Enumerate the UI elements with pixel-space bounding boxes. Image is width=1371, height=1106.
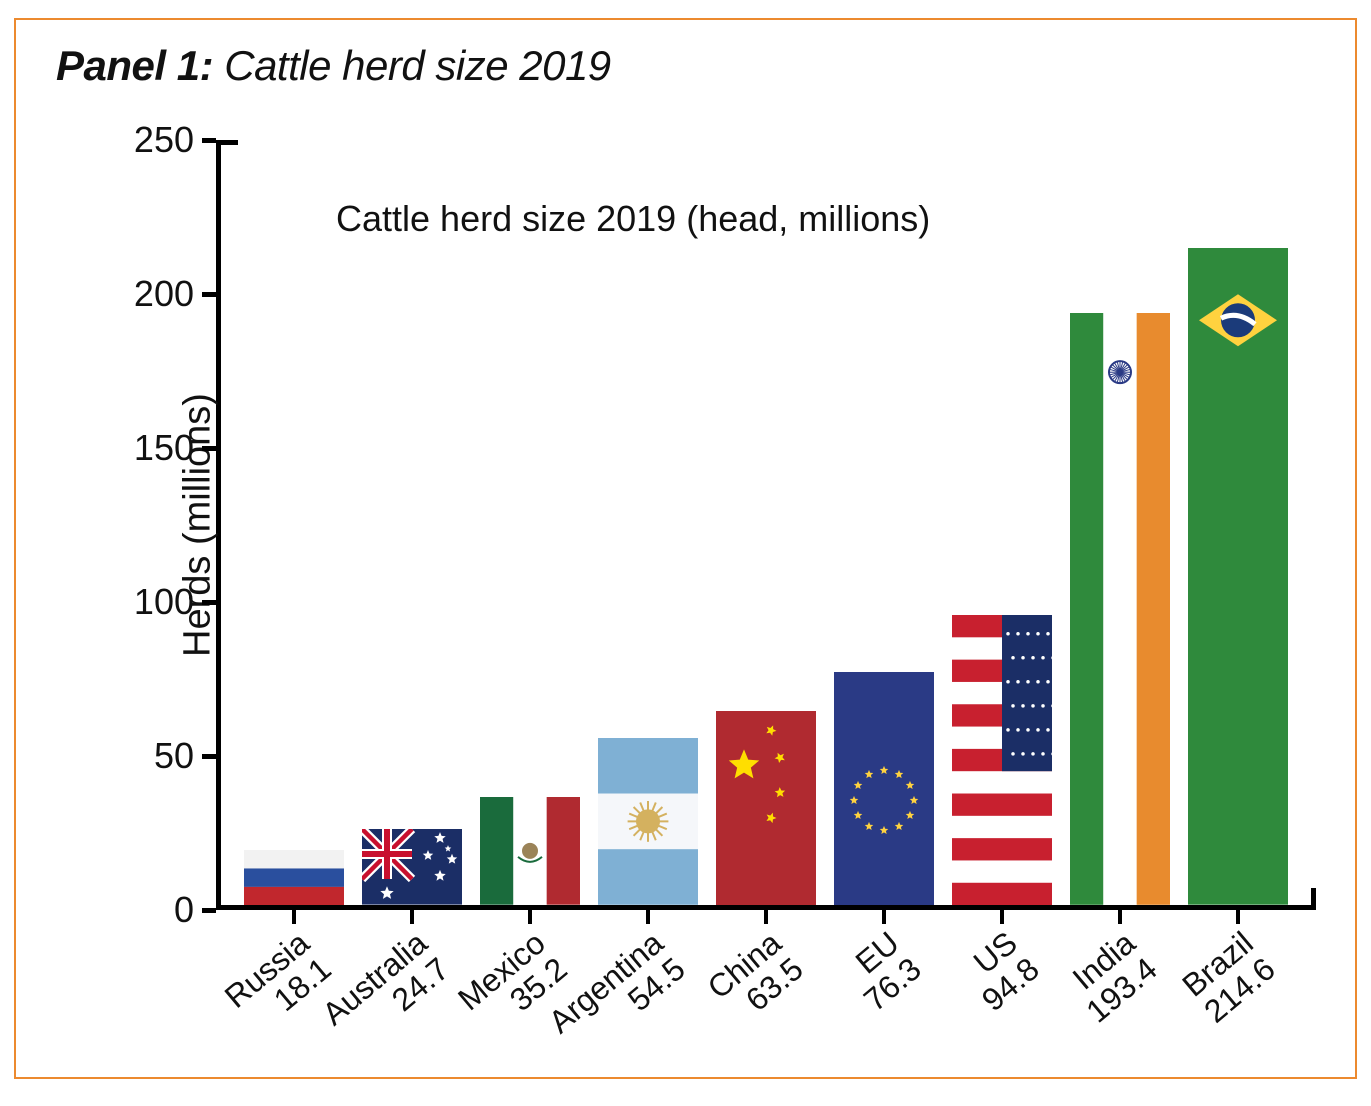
panel-title-prefix: Panel 1: xyxy=(56,42,213,89)
y-tick-label: 200 xyxy=(134,273,194,315)
y-tick xyxy=(202,908,216,913)
panel-title-rest: Cattle herd size 2019 xyxy=(213,42,611,89)
x-tick xyxy=(528,910,532,924)
y-tick xyxy=(202,446,216,451)
x-tick xyxy=(1236,910,1240,924)
bar-china xyxy=(716,711,816,905)
y-tick-label: 150 xyxy=(134,427,194,469)
x-tick xyxy=(882,910,886,924)
y-tick xyxy=(202,292,216,297)
y-tick-label: 100 xyxy=(134,581,194,623)
y-tick-label: 0 xyxy=(174,889,194,931)
y-tick-label: 250 xyxy=(134,119,194,161)
bar-australia xyxy=(362,829,462,905)
bar-argentina xyxy=(598,738,698,905)
bar-russia xyxy=(244,850,344,905)
y-tick-label: 50 xyxy=(154,735,194,777)
bar-mexico xyxy=(480,797,580,905)
y-tick xyxy=(202,754,216,759)
panel-title: Panel 1: Cattle herd size 2019 xyxy=(56,42,611,90)
x-tick xyxy=(764,910,768,924)
bar-eu xyxy=(834,672,934,905)
x-tick xyxy=(646,910,650,924)
x-tick xyxy=(292,910,296,924)
bars-container xyxy=(216,140,1316,910)
x-tick xyxy=(1118,910,1122,924)
x-tick xyxy=(410,910,414,924)
chart-area: Herds (millions) Cattle herd size 2019 (… xyxy=(216,140,1316,910)
x-tick xyxy=(1000,910,1004,924)
y-tick xyxy=(202,600,216,605)
bar-brazil xyxy=(1188,248,1288,905)
bar-us xyxy=(952,615,1052,905)
chart-panel: Panel 1: Cattle herd size 2019 Herds (mi… xyxy=(14,18,1357,1079)
y-tick xyxy=(202,138,216,143)
bar-india xyxy=(1070,313,1170,905)
